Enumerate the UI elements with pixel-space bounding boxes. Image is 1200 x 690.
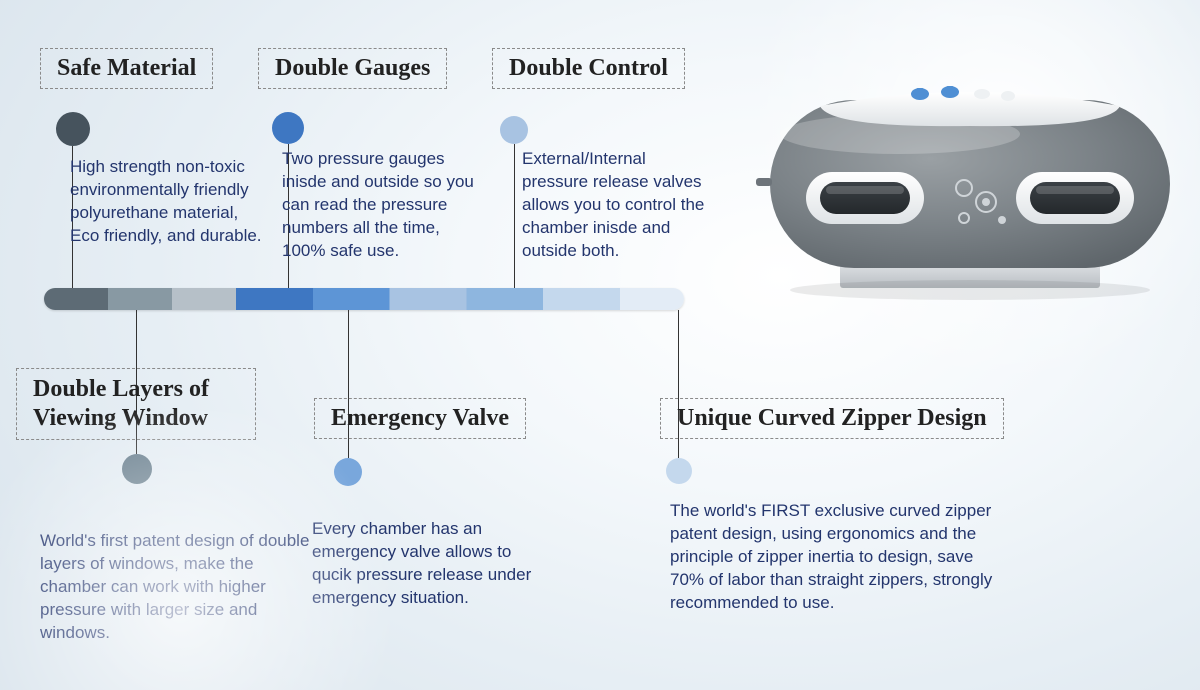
dot-double-gauges xyxy=(272,112,304,144)
feature-title-emergency-valve: Emergency Valve xyxy=(314,398,526,439)
connector-double-control xyxy=(514,144,515,288)
feature-body-safe-material: High strength non-toxic environmentally … xyxy=(70,156,270,248)
feature-title-double-gauges: Double Gauges xyxy=(258,48,447,89)
feature-title-viewing-window: Double Layers of Viewing Window xyxy=(16,368,256,440)
dot-viewing-window xyxy=(122,454,152,484)
dot-double-control xyxy=(500,116,528,144)
dot-emergency-valve xyxy=(334,458,362,486)
feature-body-curved-zipper: The world's FIRST exclusive curved zippe… xyxy=(670,500,1010,615)
feature-title-safe-material: Safe Material xyxy=(40,48,213,89)
dot-safe-material xyxy=(56,112,90,146)
feature-body-double-gauges: Two pressure gauges inisde and outside s… xyxy=(282,148,487,263)
feature-body-viewing-window: World's first patent design of double la… xyxy=(40,530,310,645)
infographic-stage: Safe Material High strength non-toxic en… xyxy=(0,0,1200,690)
feature-body-emergency-valve: Every chamber has an emergency valve all… xyxy=(312,518,552,610)
feature-title-curved-zipper: Unique Curved Zipper Design xyxy=(660,398,1004,439)
product-chamber-illustration xyxy=(750,70,1190,300)
feature-title-double-control: Double Control xyxy=(492,48,685,89)
dot-curved-zipper xyxy=(666,458,692,484)
timeline-bar xyxy=(44,288,684,310)
feature-body-double-control: External/Internal pressure release valve… xyxy=(522,148,707,263)
